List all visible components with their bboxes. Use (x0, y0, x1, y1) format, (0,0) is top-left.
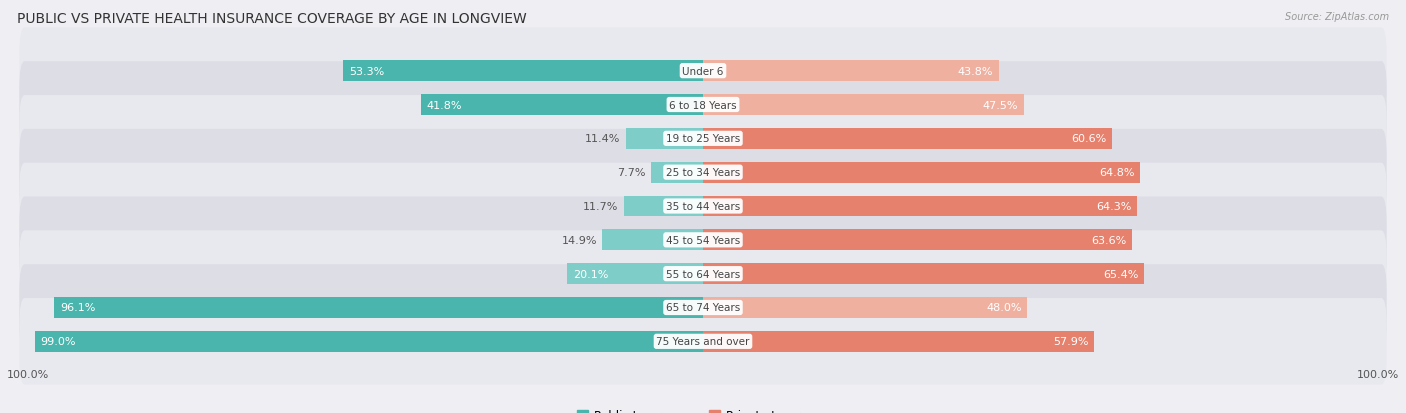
Text: 63.6%: 63.6% (1091, 235, 1126, 245)
Bar (703, 95, 1024, 116)
FancyBboxPatch shape (20, 197, 1386, 283)
Bar (703, 263, 1144, 285)
Bar (651, 162, 703, 183)
Text: Under 6: Under 6 (682, 66, 724, 76)
Text: 19 to 25 Years: 19 to 25 Years (666, 134, 740, 144)
FancyBboxPatch shape (20, 96, 1386, 182)
Text: 64.3%: 64.3% (1097, 202, 1132, 211)
FancyBboxPatch shape (20, 28, 1386, 115)
Bar (624, 196, 703, 217)
Text: Source: ZipAtlas.com: Source: ZipAtlas.com (1285, 12, 1389, 22)
Bar (343, 61, 703, 82)
Text: 64.8%: 64.8% (1099, 168, 1135, 178)
FancyBboxPatch shape (20, 231, 1386, 317)
Text: 14.9%: 14.9% (561, 235, 598, 245)
Bar (703, 331, 1094, 352)
Text: 11.4%: 11.4% (585, 134, 620, 144)
Text: 57.9%: 57.9% (1053, 337, 1088, 347)
FancyBboxPatch shape (20, 298, 1386, 385)
Bar (420, 95, 703, 116)
Text: 65.4%: 65.4% (1104, 269, 1139, 279)
Text: 55 to 64 Years: 55 to 64 Years (666, 269, 740, 279)
Text: 35 to 44 Years: 35 to 44 Years (666, 202, 740, 211)
Text: 20.1%: 20.1% (572, 269, 609, 279)
Bar (703, 230, 1132, 251)
Text: 43.8%: 43.8% (957, 66, 993, 76)
Text: 75 Years and over: 75 Years and over (657, 337, 749, 347)
FancyBboxPatch shape (20, 130, 1386, 216)
FancyBboxPatch shape (20, 163, 1386, 250)
FancyBboxPatch shape (20, 265, 1386, 351)
Text: 60.6%: 60.6% (1071, 134, 1107, 144)
Bar (703, 61, 998, 82)
Bar (703, 162, 1140, 183)
Text: 65 to 74 Years: 65 to 74 Years (666, 303, 740, 313)
FancyBboxPatch shape (20, 62, 1386, 148)
Text: 6 to 18 Years: 6 to 18 Years (669, 100, 737, 110)
Bar (626, 128, 703, 150)
Text: 25 to 34 Years: 25 to 34 Years (666, 168, 740, 178)
Bar (703, 297, 1026, 318)
Bar (602, 230, 703, 251)
Bar (568, 263, 703, 285)
Text: 47.5%: 47.5% (983, 100, 1018, 110)
Text: 99.0%: 99.0% (41, 337, 76, 347)
Text: 96.1%: 96.1% (60, 303, 96, 313)
Legend: Public Insurance, Private Insurance: Public Insurance, Private Insurance (572, 404, 834, 413)
Text: 53.3%: 53.3% (349, 66, 384, 76)
Bar (703, 128, 1112, 150)
Bar (35, 331, 703, 352)
Text: 48.0%: 48.0% (986, 303, 1022, 313)
Text: 11.7%: 11.7% (583, 202, 619, 211)
Text: 45 to 54 Years: 45 to 54 Years (666, 235, 740, 245)
Bar (55, 297, 703, 318)
Text: 7.7%: 7.7% (617, 168, 645, 178)
Text: 41.8%: 41.8% (426, 100, 461, 110)
Bar (703, 196, 1137, 217)
Text: PUBLIC VS PRIVATE HEALTH INSURANCE COVERAGE BY AGE IN LONGVIEW: PUBLIC VS PRIVATE HEALTH INSURANCE COVER… (17, 12, 527, 26)
